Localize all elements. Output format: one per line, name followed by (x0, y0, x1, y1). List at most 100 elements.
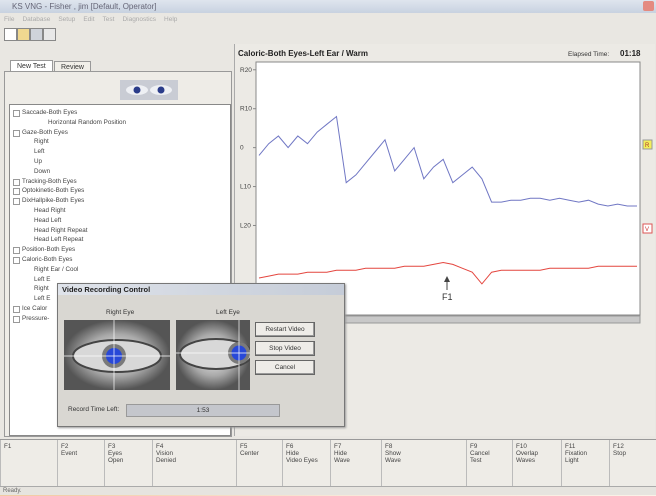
tree-item[interactable]: Position-Both Eyes (22, 246, 76, 254)
tree-toggle[interactable] (13, 257, 20, 264)
tree-toggle[interactable] (13, 129, 20, 137)
tab[interactable]: Review (54, 61, 91, 73)
menu-item[interactable]: Edit (83, 16, 95, 23)
marker-box (642, 139, 653, 150)
record-time-value: 1:53 (126, 404, 280, 417)
eyes-icon (120, 80, 178, 100)
function-key[interactable]: F10 Overlap Waves (512, 440, 561, 486)
function-key[interactable]: F3 Eyes Open (104, 440, 152, 486)
function-key-label: Vision (156, 450, 174, 457)
function-key-label: Cancel (470, 450, 490, 457)
tree-item[interactable]: Head Left Repeat (34, 236, 84, 244)
tree-toggle[interactable] (13, 247, 20, 255)
tree-item[interactable]: Right Ear / Cool (34, 265, 79, 273)
menu-item[interactable]: File (4, 16, 15, 23)
function-key-label: Wave (334, 457, 350, 464)
menu-item[interactable]: Setup (58, 16, 76, 23)
function-key-name: F3 (108, 443, 116, 450)
function-key-name: F5 (240, 443, 248, 450)
close-button[interactable] (643, 1, 654, 11)
menu-item[interactable]: Help (164, 16, 178, 23)
record-time-label: Record Time Left: (68, 406, 120, 413)
tree-item[interactable]: DixHallpike-Both Eyes (22, 197, 85, 205)
tree-toggle[interactable] (13, 198, 20, 206)
function-key-name: F8 (385, 443, 393, 450)
marker-label: V (645, 227, 649, 233)
menu-item[interactable]: Database (22, 16, 51, 23)
elapsed-value: 01:18 (620, 49, 641, 58)
menu-item[interactable]: Test (102, 16, 115, 23)
status-bar: Ready. (0, 486, 656, 495)
function-key-label: Denied (156, 457, 176, 464)
function-key-name: F1 (4, 443, 12, 450)
function-key-label: Event (61, 450, 78, 457)
dialog-button[interactable]: Stop Video (255, 341, 315, 356)
tree-item[interactable]: Tracking-Both Eyes (22, 177, 77, 185)
tree-item[interactable]: Left E (34, 295, 51, 303)
tree-item[interactable]: Pressure- (22, 314, 50, 322)
right-eye-label: Right Eye (106, 309, 135, 316)
function-key-name: F4 (156, 443, 164, 450)
tree-item[interactable]: Head Right Repeat (34, 226, 88, 234)
marker-label: R (645, 143, 650, 149)
tree-item[interactable]: Up (34, 158, 43, 165)
tree-item[interactable]: Left (34, 148, 45, 156)
function-key-label: Fixation (565, 450, 588, 457)
tree-toggle[interactable] (13, 178, 20, 186)
y-tick-label: L20 (240, 222, 251, 229)
tree-item[interactable]: Right (34, 138, 49, 146)
tree-item[interactable]: Down (34, 167, 51, 175)
trace (258, 261, 637, 285)
tree-toggle[interactable] (13, 110, 20, 117)
tree-toggle[interactable] (13, 315, 20, 323)
tree-item[interactable]: Head Left (34, 216, 62, 224)
function-key[interactable]: F8 Show Wave (381, 440, 466, 486)
function-key-label: Show (385, 450, 401, 457)
dialog-button[interactable]: Restart Video (255, 322, 315, 337)
function-key-label: Stop (613, 450, 626, 457)
menu-item[interactable]: Diagnostics (122, 16, 157, 23)
left-eye-video (176, 320, 250, 390)
tree-item[interactable]: Optokinetic-Both Eyes (22, 187, 85, 195)
function-key-name: F6 (286, 443, 294, 450)
open-button[interactable] (17, 28, 30, 41)
tree-item[interactable]: Caloric-Both Eyes (22, 256, 73, 263)
y-tick-label: 0 (240, 145, 244, 152)
tab[interactable]: New Test (10, 60, 53, 72)
tree-item[interactable]: Horizontal Random Position (48, 118, 127, 126)
function-key[interactable]: F5 Center (236, 440, 282, 486)
print-button[interactable] (30, 28, 43, 41)
function-key[interactable]: F9 Cancel Test (466, 440, 512, 486)
tree-item[interactable]: Saccade-Both Eyes (22, 109, 78, 116)
title-bar: KS VNG - Fisher , jim [Default, Operator… (0, 0, 656, 13)
menu-bar: File Database Setup Edit Test Diagnostics Help (0, 14, 656, 26)
dialog-button[interactable]: Cancel (255, 360, 315, 375)
function-key-label: Open (108, 457, 124, 464)
tree-toggle[interactable] (13, 188, 20, 196)
elapsed-label: Elapsed Time: (568, 51, 609, 58)
function-key[interactable]: F11 Fixation Light (561, 440, 609, 486)
marker-box (642, 223, 653, 234)
tree-item[interactable]: Right (34, 285, 49, 293)
function-key[interactable]: F1 (0, 440, 57, 486)
function-key-name: F10 (516, 443, 527, 450)
help-button[interactable] (43, 28, 56, 41)
tree-item[interactable]: Ice Calor (22, 305, 48, 312)
annotation: F1 (442, 292, 453, 302)
function-key[interactable]: F7 Hide Wave (330, 440, 381, 486)
tree-item[interactable]: Gaze-Both Eyes (22, 128, 68, 136)
tree-item[interactable]: Left E (34, 275, 51, 283)
video-dialog: Video Recording Control Right Eye Left E… (57, 283, 345, 427)
y-tick-label: L10 (240, 184, 251, 191)
function-key[interactable]: F4 Vision Denied (152, 440, 236, 486)
function-key[interactable]: F2 Event (57, 440, 104, 486)
function-key-label: Video Eyes (286, 457, 318, 464)
new-button[interactable] (4, 28, 17, 41)
function-key[interactable]: F12 Stop (609, 440, 656, 486)
tree-item[interactable]: Head Right (34, 207, 66, 214)
function-key[interactable]: F6 Hide Video Eyes (282, 440, 330, 486)
chart-title: Caloric-Both Eyes-Left Ear / Warm (238, 49, 368, 58)
tree-toggle[interactable] (13, 306, 20, 313)
